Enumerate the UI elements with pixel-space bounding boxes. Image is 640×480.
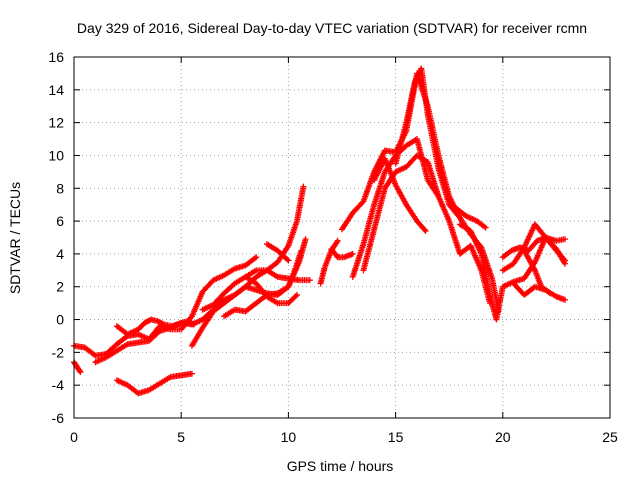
y-tick-label: 12	[48, 115, 64, 131]
x-tick-label: 20	[495, 429, 511, 445]
data-point	[188, 370, 195, 377]
data-points	[71, 65, 568, 397]
series-track-5	[113, 370, 195, 397]
y-tick-label: 14	[48, 82, 64, 98]
series-track-4	[113, 316, 198, 338]
series-track-21	[499, 234, 568, 261]
x-tick-label: 15	[388, 429, 404, 445]
data-point	[159, 320, 166, 327]
data-point	[334, 237, 341, 244]
y-tick-label: 8	[56, 180, 64, 196]
data-point	[293, 291, 300, 298]
data-point	[251, 255, 258, 262]
y-tick-label: 0	[56, 312, 64, 328]
series-track-22	[510, 280, 568, 303]
y-tick-label: 4	[56, 246, 64, 262]
plot-frame	[73, 56, 611, 419]
y-axis-label: SDTVAR / TECUs	[7, 182, 23, 294]
data-point	[306, 277, 313, 284]
data-point	[284, 256, 291, 263]
data-point	[560, 256, 567, 263]
series-track-16	[371, 155, 429, 234]
y-tick-label: -2	[52, 344, 65, 360]
series-track-17	[392, 65, 463, 221]
series-track-11	[317, 237, 341, 287]
data-point	[482, 224, 489, 231]
series-track-2	[71, 254, 260, 359]
data-point	[189, 320, 196, 327]
series-track-15	[360, 152, 442, 274]
data-point	[253, 254, 260, 261]
data-point	[561, 257, 568, 264]
x-tick-label: 5	[177, 429, 185, 445]
series-track-9	[242, 267, 313, 284]
data-point	[455, 213, 462, 220]
data-point	[77, 369, 84, 376]
x-tick-label: 25	[602, 429, 618, 445]
data-point	[435, 193, 442, 200]
data-point	[285, 257, 292, 264]
series-track-1	[71, 359, 84, 376]
data-point	[191, 321, 198, 328]
data-point	[456, 214, 463, 221]
x-tick-label: 10	[281, 429, 297, 445]
data-point	[349, 250, 356, 257]
series-track-7	[199, 273, 300, 313]
data-point	[76, 367, 83, 374]
data-point	[421, 226, 428, 233]
y-tick-label: 10	[48, 147, 64, 163]
chart-title: Day 329 of 2016, Sidereal Day-to-day VTE…	[77, 20, 587, 36]
series-track-8	[221, 236, 309, 320]
data-point	[422, 227, 429, 234]
data-point	[302, 236, 309, 243]
data-point	[292, 293, 299, 300]
data-point	[546, 290, 553, 297]
x-axis-label: GPS time / hours	[287, 458, 394, 474]
y-tick-label: 16	[48, 49, 64, 65]
series-track-12	[328, 245, 356, 261]
y-tick-label: 2	[56, 279, 64, 295]
series-track-13	[339, 70, 502, 315]
data-point	[300, 183, 307, 190]
series-track-19	[452, 204, 489, 231]
series-track-10	[263, 241, 292, 264]
y-tick-label: -4	[52, 377, 65, 393]
series-track-23	[521, 247, 553, 297]
y-tick-label: 6	[56, 213, 64, 229]
data-point	[561, 296, 568, 303]
x-tick-label: 0	[70, 429, 78, 445]
axis-ticks: 0 5 10 15 20 25 -6 -4 -2 0 2 4 6 8 10 12 14 16	[48, 49, 618, 445]
grid-lines	[74, 57, 610, 418]
data-point	[561, 236, 568, 243]
data-point	[262, 292, 269, 299]
y-tick-label: -6	[52, 410, 65, 426]
